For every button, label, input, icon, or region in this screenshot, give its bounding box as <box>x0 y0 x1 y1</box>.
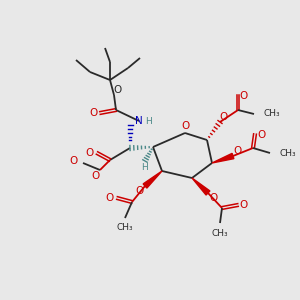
Text: H: H <box>142 164 148 172</box>
Text: CH₃: CH₃ <box>117 224 133 232</box>
Text: CH₃: CH₃ <box>263 110 280 118</box>
Text: N: N <box>135 116 143 126</box>
Text: O: O <box>257 130 265 140</box>
Text: O: O <box>113 85 121 95</box>
Text: O: O <box>136 186 144 196</box>
Text: O: O <box>182 121 190 131</box>
Text: O: O <box>91 171 99 181</box>
Text: CH₃: CH₃ <box>279 148 296 158</box>
Polygon shape <box>192 178 210 195</box>
Text: O: O <box>220 112 228 122</box>
Text: O: O <box>69 156 77 166</box>
Text: O: O <box>209 193 217 203</box>
Polygon shape <box>143 171 162 188</box>
Text: O: O <box>86 148 94 158</box>
Text: O: O <box>106 193 114 203</box>
Text: O: O <box>89 108 97 118</box>
Text: O: O <box>240 200 248 210</box>
Polygon shape <box>212 153 234 163</box>
Text: CH₃: CH₃ <box>212 229 228 238</box>
Text: O: O <box>234 146 242 156</box>
Text: O: O <box>240 91 248 101</box>
Text: H: H <box>146 116 152 125</box>
